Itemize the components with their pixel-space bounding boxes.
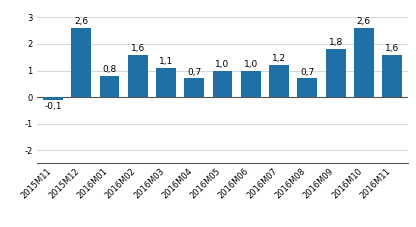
Text: 1,6: 1,6: [385, 44, 399, 53]
Text: 2,6: 2,6: [74, 17, 88, 26]
Text: 0,7: 0,7: [187, 68, 201, 77]
Bar: [241, 71, 261, 97]
Bar: [382, 55, 402, 97]
Text: 1,0: 1,0: [244, 60, 258, 69]
Text: 1,6: 1,6: [131, 44, 145, 53]
Bar: [128, 55, 148, 97]
Bar: [72, 28, 91, 97]
Text: 1,0: 1,0: [215, 60, 230, 69]
Text: 1,8: 1,8: [329, 38, 343, 47]
Bar: [99, 76, 119, 97]
Text: -0,1: -0,1: [44, 102, 62, 111]
Text: 1,1: 1,1: [159, 57, 173, 66]
Bar: [213, 71, 233, 97]
Bar: [297, 79, 317, 97]
Bar: [156, 68, 176, 97]
Bar: [326, 49, 346, 97]
Text: 1,2: 1,2: [272, 54, 286, 63]
Bar: [184, 79, 204, 97]
Text: 0,8: 0,8: [102, 65, 116, 74]
Bar: [269, 65, 289, 97]
Text: 0,7: 0,7: [300, 68, 314, 77]
Bar: [43, 97, 63, 100]
Bar: [354, 28, 374, 97]
Text: 2,6: 2,6: [357, 17, 371, 26]
